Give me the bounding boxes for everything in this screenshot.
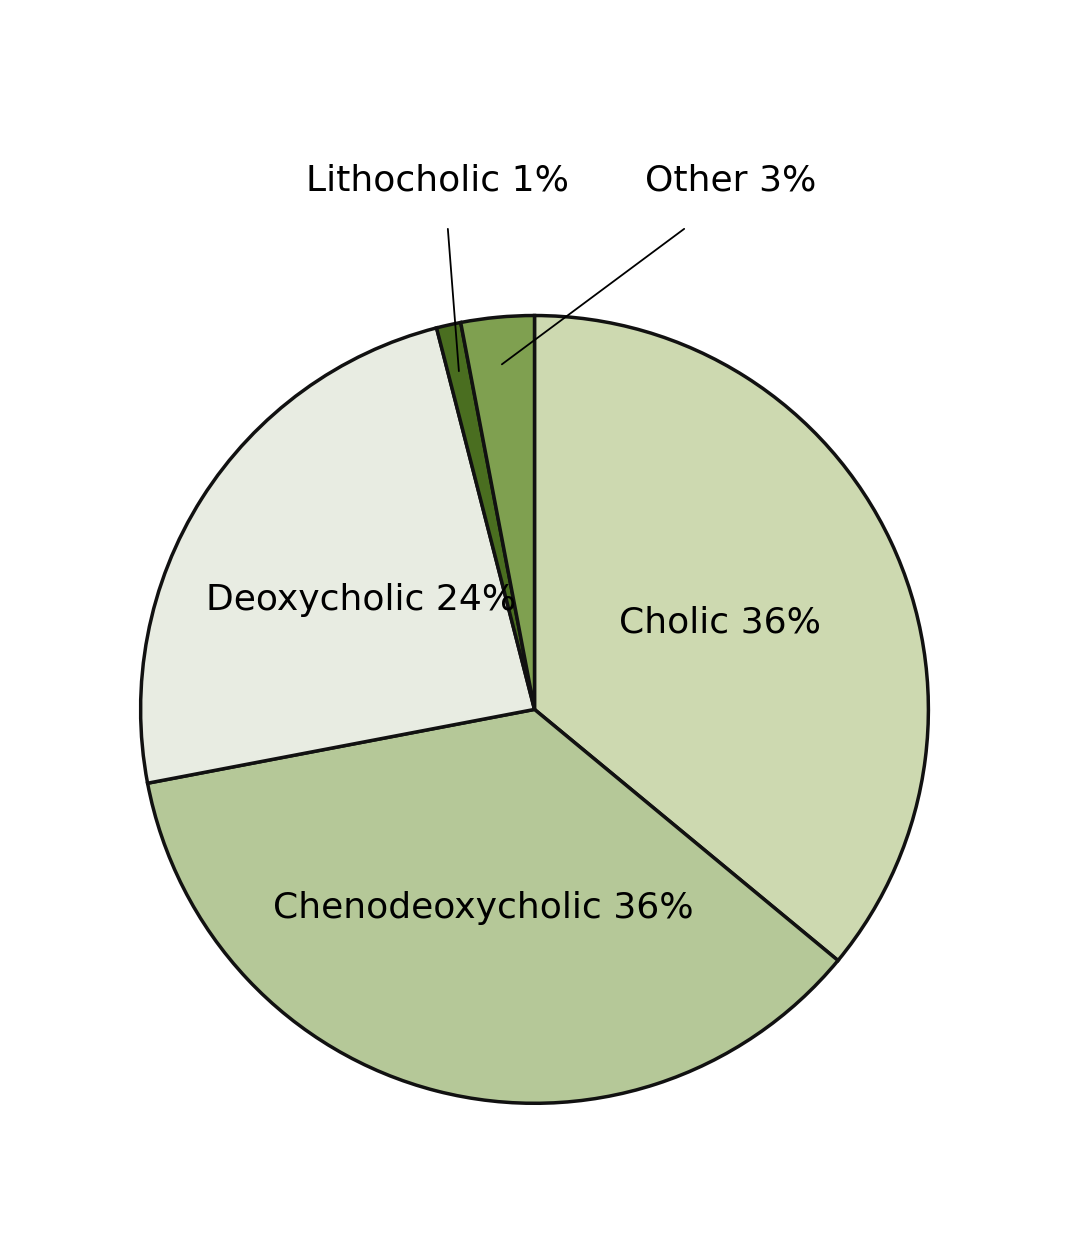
Wedge shape [141,328,534,784]
Wedge shape [534,315,928,960]
Text: Cholic 36%: Cholic 36% [619,606,821,639]
Text: Deoxycholic 24%: Deoxycholic 24% [206,582,516,617]
Text: Lithocholic 1%: Lithocholic 1% [306,163,569,198]
Wedge shape [148,709,838,1104]
Text: Other 3%: Other 3% [645,163,816,198]
Wedge shape [461,315,534,709]
Text: Chenodeoxycholic 36%: Chenodeoxycholic 36% [274,891,694,925]
Wedge shape [436,323,534,709]
